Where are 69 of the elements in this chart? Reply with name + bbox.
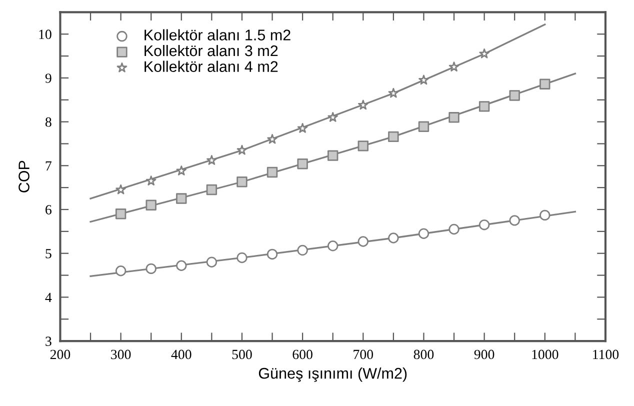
x-tick-label: 600 [292, 350, 312, 360]
point [236, 144, 248, 155]
y-tick-label: 3 [46, 336, 52, 346]
point [358, 236, 368, 247]
point [418, 228, 430, 239]
legend-label: Kollektör alanı 3 m2 [144, 44, 278, 56]
x-tick-label: 900 [474, 350, 494, 360]
y-tick-label: 4 [45, 292, 52, 302]
point [266, 248, 278, 260]
point [115, 266, 126, 276]
x-tick-label: 500 [232, 350, 252, 360]
point [388, 88, 399, 98]
point [266, 166, 278, 178]
point [478, 219, 490, 230]
point [479, 48, 490, 58]
point [509, 215, 520, 226]
point [327, 150, 338, 161]
point [327, 240, 338, 252]
point [297, 158, 308, 170]
point [176, 193, 187, 204]
point [236, 252, 248, 264]
x-tick-label: 1100 [593, 350, 619, 360]
point [236, 176, 248, 188]
point [358, 100, 368, 110]
point [206, 184, 218, 196]
point [297, 244, 308, 256]
point [297, 123, 308, 133]
x-tick-label: 200 [50, 350, 70, 360]
point [206, 256, 218, 268]
point [388, 131, 399, 142]
x-tick-label: 1000 [532, 350, 558, 360]
y-tick-label: 9 [45, 74, 52, 83]
y-tick-label: 6 [46, 205, 52, 214]
point [478, 101, 490, 112]
point [328, 112, 338, 122]
point [509, 90, 520, 101]
legend-label: Kollektör alanı 4 m2 [144, 60, 278, 72]
point [267, 134, 278, 144]
legend-label: Kollektör alanı 1.5 m2 [144, 29, 290, 40]
point [176, 260, 187, 271]
x-tick-label: 700 [354, 350, 374, 360]
line-series [90, 72, 576, 223]
point [418, 121, 430, 132]
point [448, 224, 460, 235]
point [388, 232, 399, 244]
y-tick-label: 7 [46, 161, 52, 170]
line-series [90, 24, 546, 200]
y-axis-title: COP [18, 160, 30, 192]
point [206, 155, 217, 165]
point [418, 74, 429, 85]
point [448, 62, 460, 72]
point [448, 112, 460, 123]
y-tick-label: 5 [46, 249, 52, 258]
point [540, 78, 550, 90]
line-series [90, 210, 576, 277]
point [116, 184, 126, 194]
point [146, 200, 156, 210]
point [540, 210, 550, 221]
point [146, 263, 156, 274]
x-tick-label: 400 [171, 350, 192, 360]
y-tick-label: 8 [45, 117, 52, 127]
x-tick-label: 300 [111, 350, 131, 360]
x-axis-title: Güneş ışınımı (W/m2) [258, 368, 407, 382]
point [358, 140, 368, 152]
point [146, 176, 156, 186]
point [176, 166, 187, 176]
x-tick-label: 800 [414, 350, 434, 360]
y-tick-label: 10 [39, 30, 52, 40]
point [115, 208, 126, 220]
